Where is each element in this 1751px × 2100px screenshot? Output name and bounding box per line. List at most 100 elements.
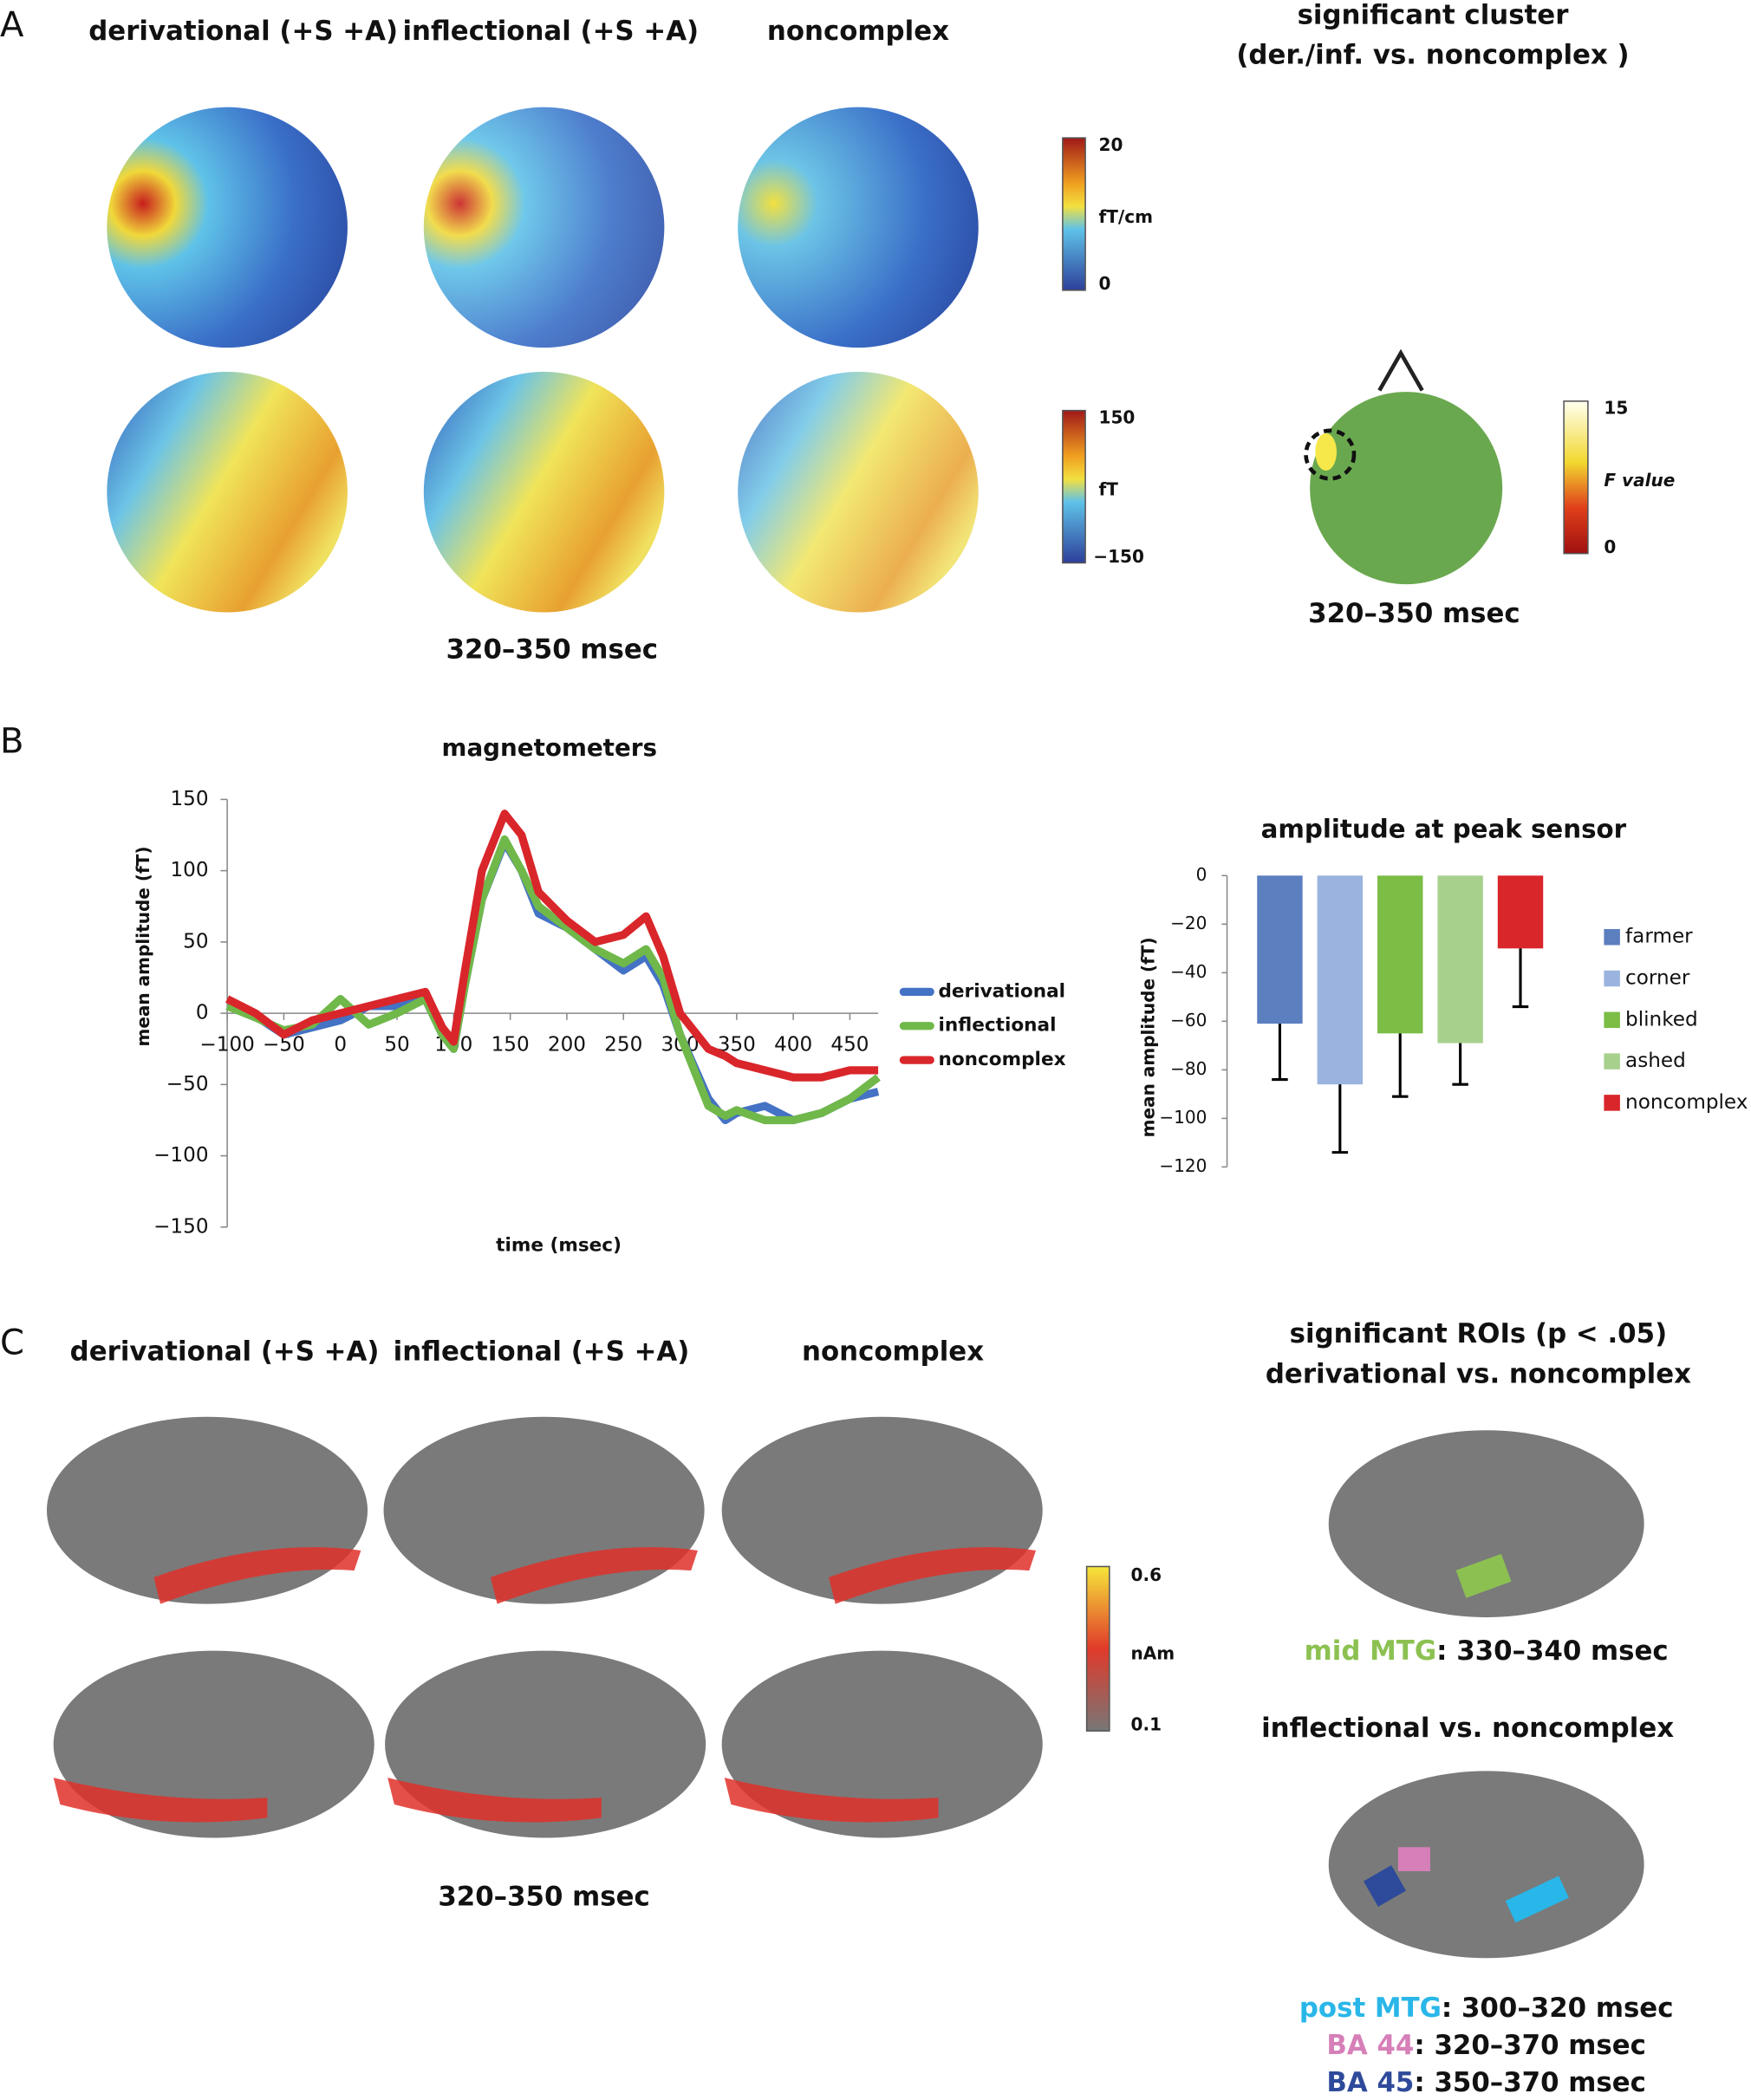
heading: derivational (+S +A) <box>88 16 398 47</box>
scale-label: 0.1 <box>1131 1713 1162 1734</box>
time-label: 320–350 msec <box>446 634 659 666</box>
roi-time: : 350–370 msec <box>1414 2067 1646 2098</box>
roi <box>1505 1876 1569 1923</box>
x-tick-label: 0 <box>334 1034 347 1057</box>
time-label: 320–350 msec <box>438 1881 650 1912</box>
scale-label: −150 <box>1093 546 1144 567</box>
brain <box>53 1650 374 1838</box>
heading: noncomplex <box>802 1336 984 1367</box>
roi-time: : 330–340 msec <box>1436 1635 1669 1667</box>
activations <box>53 1547 1037 1823</box>
activation <box>829 1547 1037 1604</box>
cluster <box>1315 432 1337 471</box>
legend-label: noncomplex <box>1625 1091 1748 1114</box>
roi-label: mid MTG: 330–340 msec <box>1305 1635 1669 1667</box>
roi-label: BA 45: 350–370 msec <box>1326 2067 1646 2098</box>
brain <box>385 1650 706 1838</box>
roi <box>1455 1553 1512 1598</box>
scale-label: 15 <box>1604 398 1628 419</box>
legend-label: ashed <box>1625 1050 1686 1072</box>
roi-name: BA 44 <box>1326 2030 1414 2061</box>
chart-title: amplitude at peak sensor <box>1261 814 1627 843</box>
heading: (der./inf. vs. noncomplex ) <box>1236 40 1629 71</box>
activation <box>387 1778 602 1823</box>
scale-label: fT <box>1099 479 1119 500</box>
brains <box>46 1416 1644 1959</box>
colorbar <box>1085 1565 1110 1732</box>
x-tick-label: 250 <box>604 1034 642 1057</box>
heading: significant ROIs (p < .05) <box>1290 1318 1668 1349</box>
heading: derivational (+S +A) <box>70 1336 380 1367</box>
roi <box>1363 1865 1407 1907</box>
bar <box>1257 875 1303 1024</box>
x-tick-label: 50 <box>384 1034 409 1057</box>
x-tick-label: 450 <box>830 1034 869 1057</box>
line-series <box>225 838 880 1125</box>
scale-label: fT/cm <box>1099 206 1153 227</box>
line-series <box>225 809 879 1082</box>
scale-label: F value <box>1604 470 1675 491</box>
roi-labels: mid MTG: 330–340 msec post MTG: 300–320 m… <box>1299 1635 1674 2098</box>
x-tick-label: 400 <box>774 1034 812 1057</box>
topomap <box>107 107 348 348</box>
roi-name: post MTG <box>1299 1992 1442 2023</box>
panel-label: C <box>0 1323 24 1363</box>
bar <box>1377 875 1423 1034</box>
activation <box>490 1547 698 1604</box>
legend-label: blinked <box>1625 1008 1698 1030</box>
y-tick-label: −80 <box>1170 1058 1207 1079</box>
y-tick-label: −20 <box>1170 913 1207 933</box>
brain <box>1328 1430 1644 1618</box>
roi-time: : 300–320 msec <box>1442 1992 1674 2023</box>
y-tick-label: 0 <box>1196 864 1207 885</box>
line-series <box>225 835 881 1125</box>
colorbar <box>1062 409 1086 564</box>
legend-label: derivational <box>938 980 1065 1002</box>
topomap <box>423 107 665 348</box>
y-axis-label: mean amplitude (fT) <box>1138 937 1159 1137</box>
y-tick-label: 50 <box>183 930 208 952</box>
nose <box>1377 348 1424 392</box>
scale-label: 0.6 <box>1131 1564 1162 1585</box>
colorbar <box>1563 400 1589 555</box>
bar <box>1497 875 1544 949</box>
legend-label: noncomplex <box>938 1049 1065 1070</box>
scale-label: 0 <box>1099 273 1111 294</box>
y-tick-label: −100 <box>153 1144 208 1167</box>
y-tick-label: 100 <box>170 859 208 881</box>
heading: inflectional vs. noncomplex <box>1261 1713 1674 1744</box>
brain <box>721 1650 1043 1838</box>
heading: inflectional (+S +A) <box>394 1336 690 1367</box>
heading: significant cluster <box>1298 0 1570 30</box>
roi <box>1397 1847 1430 1872</box>
activation <box>724 1778 939 1823</box>
topomaps <box>107 107 979 613</box>
y-tick-label: 150 <box>170 788 208 810</box>
legend-swatch <box>1604 1053 1620 1070</box>
colorbar <box>1062 137 1086 291</box>
y-axis-label: mean amplitude (fT) <box>133 846 153 1046</box>
roi-name: BA 45 <box>1326 2067 1414 2098</box>
x-tick-label: −100 <box>199 1034 254 1057</box>
activation <box>153 1547 361 1604</box>
y-tick-label: −60 <box>1170 1010 1207 1030</box>
scale-label: 20 <box>1099 134 1123 155</box>
activation <box>53 1778 268 1823</box>
roi-label: BA 44: 320–370 msec <box>1326 2030 1646 2061</box>
panel-label: B <box>0 722 24 762</box>
y-tick-label: −40 <box>1170 961 1207 982</box>
heading: noncomplex <box>767 16 949 47</box>
brain <box>1328 1771 1644 1959</box>
scale-label: 150 <box>1099 406 1136 427</box>
roi-name: mid MTG <box>1305 1635 1437 1667</box>
panel-label: A <box>0 5 24 45</box>
x-tick-label: 150 <box>491 1034 530 1057</box>
y-tick-label: −150 <box>153 1215 208 1238</box>
x-tick-label: 200 <box>548 1034 586 1057</box>
head <box>1310 392 1503 585</box>
legend-label: farmer <box>1625 926 1693 948</box>
roi-label: post MTG: 300–320 msec <box>1299 1992 1674 2023</box>
topomap <box>738 371 979 613</box>
